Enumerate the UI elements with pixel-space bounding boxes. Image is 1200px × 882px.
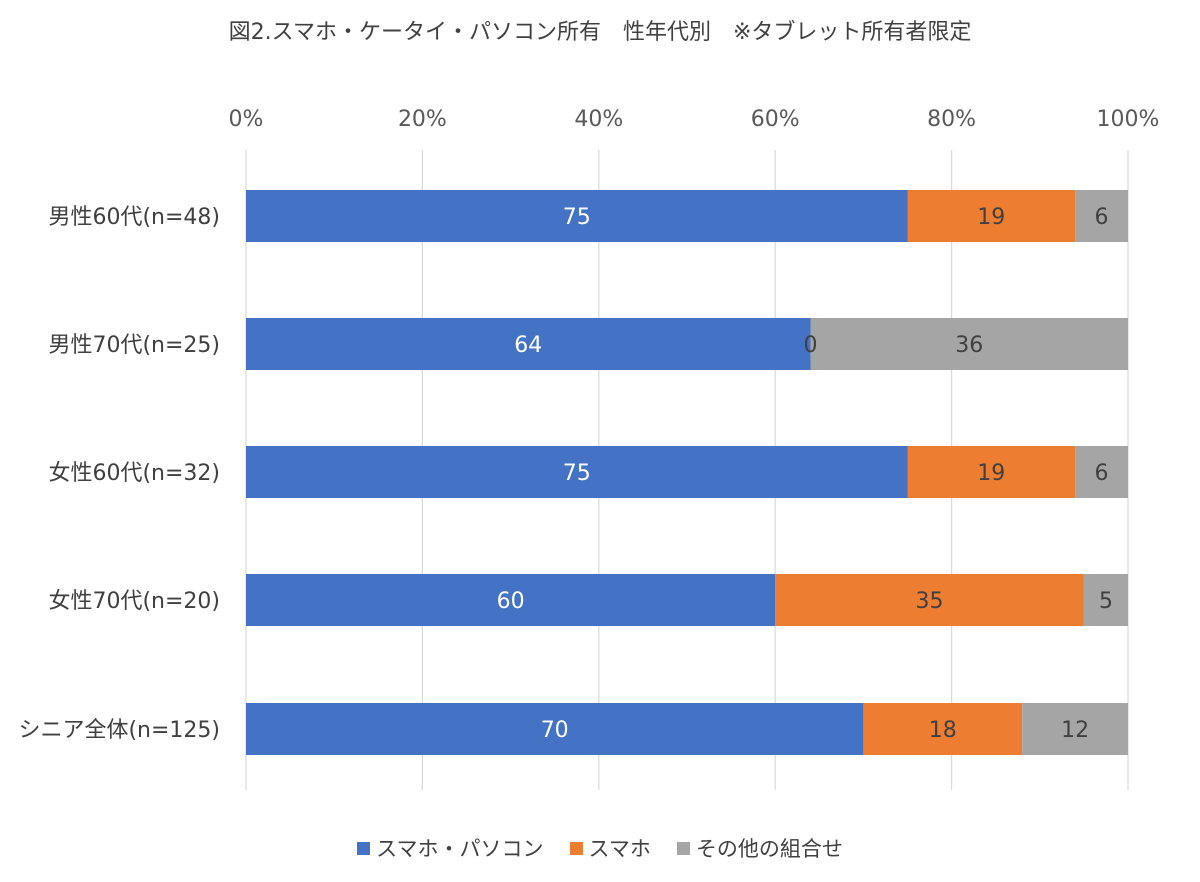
legend-swatch xyxy=(357,841,371,855)
bar-segment xyxy=(246,703,864,755)
bar-segment xyxy=(246,574,776,626)
data-label: 75 xyxy=(563,461,591,486)
bar-segment xyxy=(810,318,1128,370)
bar-segment xyxy=(246,190,908,242)
chart-title: 図2.スマホ・ケータイ・パソコン所有 性年代別 ※タブレット所有者限定 xyxy=(228,20,972,45)
bar-segment xyxy=(775,574,1084,626)
data-label: 75 xyxy=(563,205,591,230)
legend-label: スマホ・パソコン xyxy=(376,837,544,861)
bar-segment xyxy=(1083,574,1128,626)
x-tick-label: 40% xyxy=(574,107,623,132)
category-label: 女性70代(n=20) xyxy=(48,589,220,614)
data-label: 5 xyxy=(1099,589,1113,614)
x-tick-label: 80% xyxy=(927,107,976,132)
bar-segment xyxy=(1075,446,1128,498)
data-labels: 75 19 6 64 0 36 75 19 6 60 35 5 70 18 12 xyxy=(497,205,1113,743)
data-label: 36 xyxy=(955,333,983,358)
bar-segment xyxy=(1075,190,1128,242)
data-label: 19 xyxy=(977,205,1005,230)
data-label: 6 xyxy=(1095,205,1109,230)
legend-item: スマホ xyxy=(569,833,651,863)
bar-segment xyxy=(246,318,811,370)
legend-swatch xyxy=(676,841,690,855)
category-label: 男性70代(n=25) xyxy=(48,333,220,358)
legend: スマホ・パソコン スマホ その他の組合せ xyxy=(0,833,1200,863)
data-label: 12 xyxy=(1061,718,1089,743)
legend-item: スマホ・パソコン xyxy=(357,833,544,863)
x-tick-label: 0% xyxy=(229,107,264,132)
data-label: 18 xyxy=(929,718,957,743)
category-label: シニア全体(n=125) xyxy=(18,718,220,743)
bar-segment xyxy=(907,190,1076,242)
legend-swatch xyxy=(569,841,583,855)
bars xyxy=(246,190,1128,755)
category-axis: 男性60代(n=48) 男性70代(n=25) 女性60代(n=32) 女性70代(n… xyxy=(18,205,220,743)
data-label: 64 xyxy=(514,333,542,358)
x-axis-ticks: 0% 20% 40% 60% 80% 100% xyxy=(229,107,1160,132)
legend-item: その他の組合せ xyxy=(676,833,843,863)
x-tick-label: 60% xyxy=(751,107,800,132)
data-label: 60 xyxy=(497,589,525,614)
x-tick-label: 100% xyxy=(1097,107,1160,132)
category-label: 女性60代(n=32) xyxy=(48,461,220,486)
legend-label: その他の組合せ xyxy=(695,837,843,861)
data-label: 6 xyxy=(1095,461,1109,486)
category-label: 男性60代(n=48) xyxy=(48,205,220,230)
data-label: 35 xyxy=(916,589,944,614)
data-label: 0 xyxy=(803,333,817,358)
x-tick-label: 20% xyxy=(398,107,447,132)
bar-segment xyxy=(246,446,908,498)
bar-segment xyxy=(1022,703,1128,755)
data-label: 19 xyxy=(977,461,1005,486)
bar-segment xyxy=(907,446,1076,498)
data-label: 70 xyxy=(541,718,569,743)
legend-label: スマホ xyxy=(588,837,651,861)
bar-segment xyxy=(863,703,1023,755)
